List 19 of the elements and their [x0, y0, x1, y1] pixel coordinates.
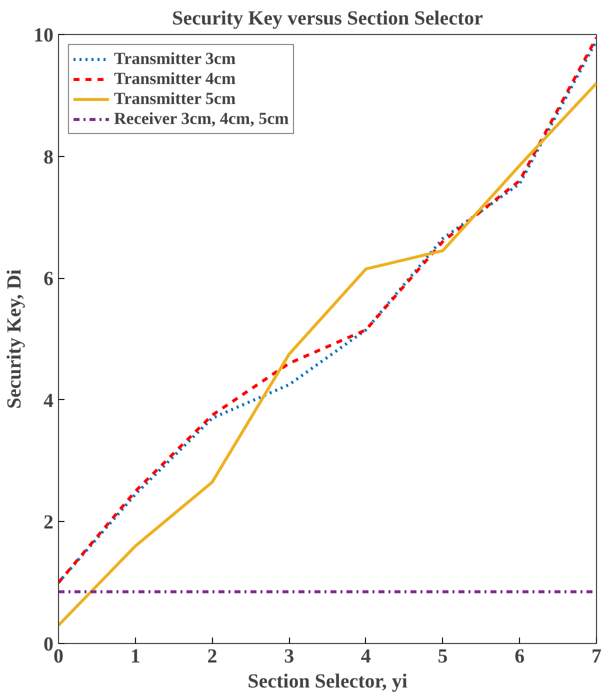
x-axis-title: Section Selector, yi [248, 670, 408, 692]
y-tick-label: 10 [34, 24, 54, 46]
y-axis-title: Security Key, Di [4, 268, 26, 409]
y-tick-label: 6 [44, 268, 54, 290]
x-tick-label: 2 [207, 646, 218, 668]
chart-title: Security Key versus Section Selector [172, 8, 484, 30]
x-tick-label: 7 [592, 646, 602, 668]
x-tick-label: 5 [438, 646, 448, 668]
legend-label: Transmitter 3cm [114, 49, 236, 69]
x-tick-label: 4 [360, 646, 371, 668]
y-tick-label: 8 [44, 146, 54, 168]
legend-label: Transmitter 4cm [114, 69, 236, 89]
x-tick-label: 6 [514, 646, 525, 668]
y-tick-label: 4 [44, 390, 54, 412]
y-tick-label: 2 [44, 512, 54, 534]
x-tick-label: 3 [284, 646, 294, 668]
legend-label: Receiver 3cm, 4cm, 5cm [114, 109, 289, 129]
legend-label: Transmitter 5cm [114, 89, 236, 109]
x-tick-label: 1 [130, 646, 140, 668]
